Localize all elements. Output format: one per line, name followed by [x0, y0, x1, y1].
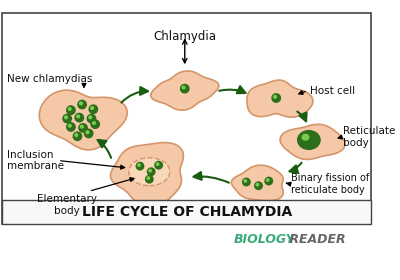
Text: Binary fission of
reticulate body: Binary fission of reticulate body [291, 173, 369, 195]
Circle shape [68, 108, 71, 110]
Circle shape [63, 114, 71, 123]
Circle shape [67, 106, 75, 114]
Circle shape [79, 124, 87, 132]
Circle shape [266, 179, 269, 181]
Circle shape [67, 123, 75, 131]
Text: Chlamydia: Chlamydia [153, 30, 216, 43]
Circle shape [182, 86, 185, 89]
Polygon shape [247, 80, 313, 117]
Circle shape [84, 129, 93, 138]
Circle shape [80, 102, 82, 105]
Circle shape [86, 131, 89, 134]
Circle shape [65, 116, 67, 119]
Circle shape [136, 162, 144, 170]
Polygon shape [110, 143, 184, 207]
Ellipse shape [129, 158, 170, 186]
Circle shape [274, 95, 276, 98]
Circle shape [180, 85, 189, 93]
Text: READER: READER [285, 233, 345, 246]
Circle shape [243, 178, 250, 186]
Circle shape [91, 107, 94, 109]
Circle shape [138, 164, 140, 166]
Ellipse shape [298, 131, 320, 149]
Circle shape [68, 124, 71, 127]
Text: Host cell: Host cell [310, 86, 355, 95]
Polygon shape [280, 124, 345, 159]
Circle shape [265, 177, 272, 185]
Bar [2, 200, 371, 224]
Circle shape [255, 182, 262, 190]
Circle shape [89, 105, 98, 113]
Circle shape [89, 116, 92, 119]
Circle shape [155, 162, 162, 169]
Circle shape [77, 115, 80, 118]
Circle shape [73, 132, 82, 141]
Circle shape [75, 113, 84, 122]
Polygon shape [231, 165, 283, 201]
Circle shape [78, 100, 86, 109]
Circle shape [256, 183, 259, 186]
Circle shape [93, 122, 95, 124]
Circle shape [147, 177, 150, 179]
Circle shape [148, 168, 155, 176]
Circle shape [80, 125, 83, 128]
Bar [2, 13, 371, 224]
Circle shape [156, 163, 159, 165]
Circle shape [149, 169, 151, 172]
Circle shape [91, 120, 99, 128]
Polygon shape [39, 90, 127, 150]
Text: Inclusion
membrane: Inclusion membrane [8, 150, 64, 171]
Text: Elementary
body: Elementary body [37, 194, 97, 216]
Circle shape [87, 114, 96, 123]
Circle shape [272, 94, 280, 102]
Text: LIFE CYCLE OF CHLAMYDIA: LIFE CYCLE OF CHLAMYDIA [82, 205, 292, 219]
Text: New chlamydias: New chlamydias [8, 74, 93, 84]
Text: Reticulate
body: Reticulate body [344, 126, 396, 148]
Polygon shape [151, 71, 219, 110]
Circle shape [75, 134, 78, 136]
Text: BIOLOGY: BIOLOGY [233, 233, 295, 246]
Circle shape [244, 180, 246, 182]
Ellipse shape [302, 134, 309, 140]
Circle shape [146, 176, 153, 183]
